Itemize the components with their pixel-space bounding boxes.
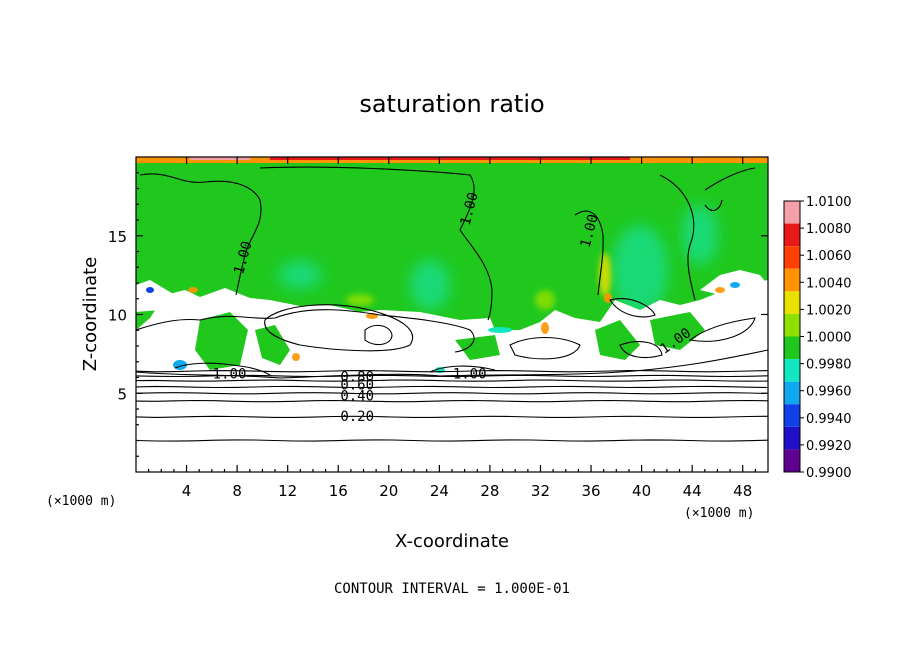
horizontal-contour-4 <box>136 385 768 389</box>
contour-1-00-far-right <box>704 167 756 211</box>
x-tick-label-1: 8 <box>232 482 242 500</box>
x-unit-note: (×1000 m) <box>684 506 754 521</box>
contour-1-00-upper-right <box>574 210 604 296</box>
x-tick-label-3: 16 <box>329 482 348 500</box>
chart-title: saturation ratio <box>359 90 544 118</box>
y-tick-label-2: 15 <box>108 228 127 246</box>
horizontal-contour-1 <box>136 415 768 418</box>
contour-labels: 1.001.001.001.001.00 1.000.800.600.400.20 <box>213 191 694 425</box>
colorbar-label-5: 1.0000 <box>806 331 852 346</box>
contour-low-1-00 <box>174 362 496 376</box>
contour-cloud-loop-5 <box>688 317 756 342</box>
contour-plateau-top <box>136 309 475 353</box>
horizontal-contour-3 <box>136 392 768 395</box>
colorbar-swatch-2 <box>784 246 800 269</box>
plot-area: 1.001.001.001.001.00 1.000.800.600.400.20 <box>136 157 768 472</box>
colorbar-label-9: 0.9920 <box>806 439 852 454</box>
top-band-pink <box>190 157 250 160</box>
contour-label-9: 0.20 <box>340 409 374 425</box>
y-axis-label: Z-coordinate <box>80 257 101 372</box>
colorbar-swatch-1 <box>784 223 800 247</box>
contour-label-8: 0.40 <box>340 388 374 404</box>
x-tick-label-5: 24 <box>430 482 449 500</box>
contour-cloud-loop-3 <box>509 337 581 360</box>
x-tick-label-0: 4 <box>182 482 192 500</box>
x-tick-label-6: 28 <box>480 482 499 500</box>
colorbar-label-7: 0.9960 <box>806 385 852 400</box>
x-tick-label-7: 32 <box>531 482 550 500</box>
horizontal-contour-7 <box>136 370 768 373</box>
colorbar-swatch-11 <box>784 449 800 472</box>
contour-1-00-right-branch <box>659 174 696 301</box>
colorbar-swatch-5 <box>784 313 800 337</box>
colorbar-swatch-4 <box>784 291 800 314</box>
contour-cloud-loop-6 <box>619 341 663 359</box>
cyan-patches <box>278 205 718 315</box>
subsaturated-gap-left <box>136 280 175 312</box>
horizontal-contour-6 <box>136 374 768 378</box>
colorbar-swatch-6 <box>784 336 800 360</box>
horizontal-contours <box>136 370 768 442</box>
contour-1-00-upper-left <box>139 173 262 296</box>
x-tick-label-11: 48 <box>733 482 752 500</box>
x-tick-label-2: 12 <box>278 482 297 500</box>
x-axis-label: X-coordinate <box>395 531 509 552</box>
contour-label-4: 1.00 <box>213 366 247 382</box>
colorbar-swatch-10 <box>784 426 800 450</box>
colorbar-label-3: 1.0040 <box>806 276 852 291</box>
colorbar: 1.0100 1.0080 1.0060 1.0040 1.0020 1.0000 0.99… <box>783 195 852 481</box>
contour-cloud-loop-1 <box>264 304 413 352</box>
y-tick-label-0: 5 <box>117 385 127 403</box>
colorbar-swatch-9 <box>784 404 800 427</box>
contour-interval-footer: CONTOUR INTERVAL = 1.000E-01 <box>334 581 570 597</box>
x-tick-labels: 4 8 12 16 20 24 28 32 36 40 44 48 <box>182 482 752 500</box>
contour-cloud-loop-2 <box>364 324 393 346</box>
colorbar-swatch-8 <box>784 381 800 405</box>
x-tick-label-10: 44 <box>683 482 702 500</box>
horizontal-contour-2 <box>136 399 768 403</box>
colorbar-label-2: 1.0060 <box>806 249 852 264</box>
colorbar-label-6: 0.9980 <box>806 358 852 373</box>
colorbar-swatch-3 <box>784 268 800 292</box>
horizontal-contour-0 <box>136 439 768 442</box>
horizontal-contour-5 <box>136 379 768 382</box>
axis-ticks <box>136 157 768 472</box>
y-tick-labels: 5 10 15 <box>108 228 127 404</box>
colorbar-swatch-7 <box>784 359 800 382</box>
contour-cloud-loop-4 <box>609 298 656 318</box>
green-intrusions <box>195 312 705 370</box>
contour-label-7: 0.60 <box>340 377 374 393</box>
colorbar-swatch-0 <box>784 201 800 224</box>
colorbar-label-8: 0.9940 <box>806 412 852 427</box>
colorbar-label-4: 1.0020 <box>806 303 852 318</box>
colorbar-label-1: 1.0080 <box>806 222 852 237</box>
x-tick-label-4: 20 <box>379 482 398 500</box>
contour-label-5: 1.00 <box>453 366 487 382</box>
z-unit-note: (×1000 m) <box>46 494 116 509</box>
top-band-red <box>270 157 630 160</box>
colorbar-label-10: 0.9900 <box>806 466 852 481</box>
contour-1-00-upper-center <box>259 166 493 321</box>
colorbar-label-0: 1.0100 <box>806 195 852 210</box>
x-tick-label-8: 36 <box>581 482 600 500</box>
y-tick-label-1: 10 <box>108 307 127 325</box>
orange-highlights <box>188 287 725 361</box>
contour-label-6: 0.80 <box>340 370 374 386</box>
x-tick-label-9: 40 <box>632 482 651 500</box>
